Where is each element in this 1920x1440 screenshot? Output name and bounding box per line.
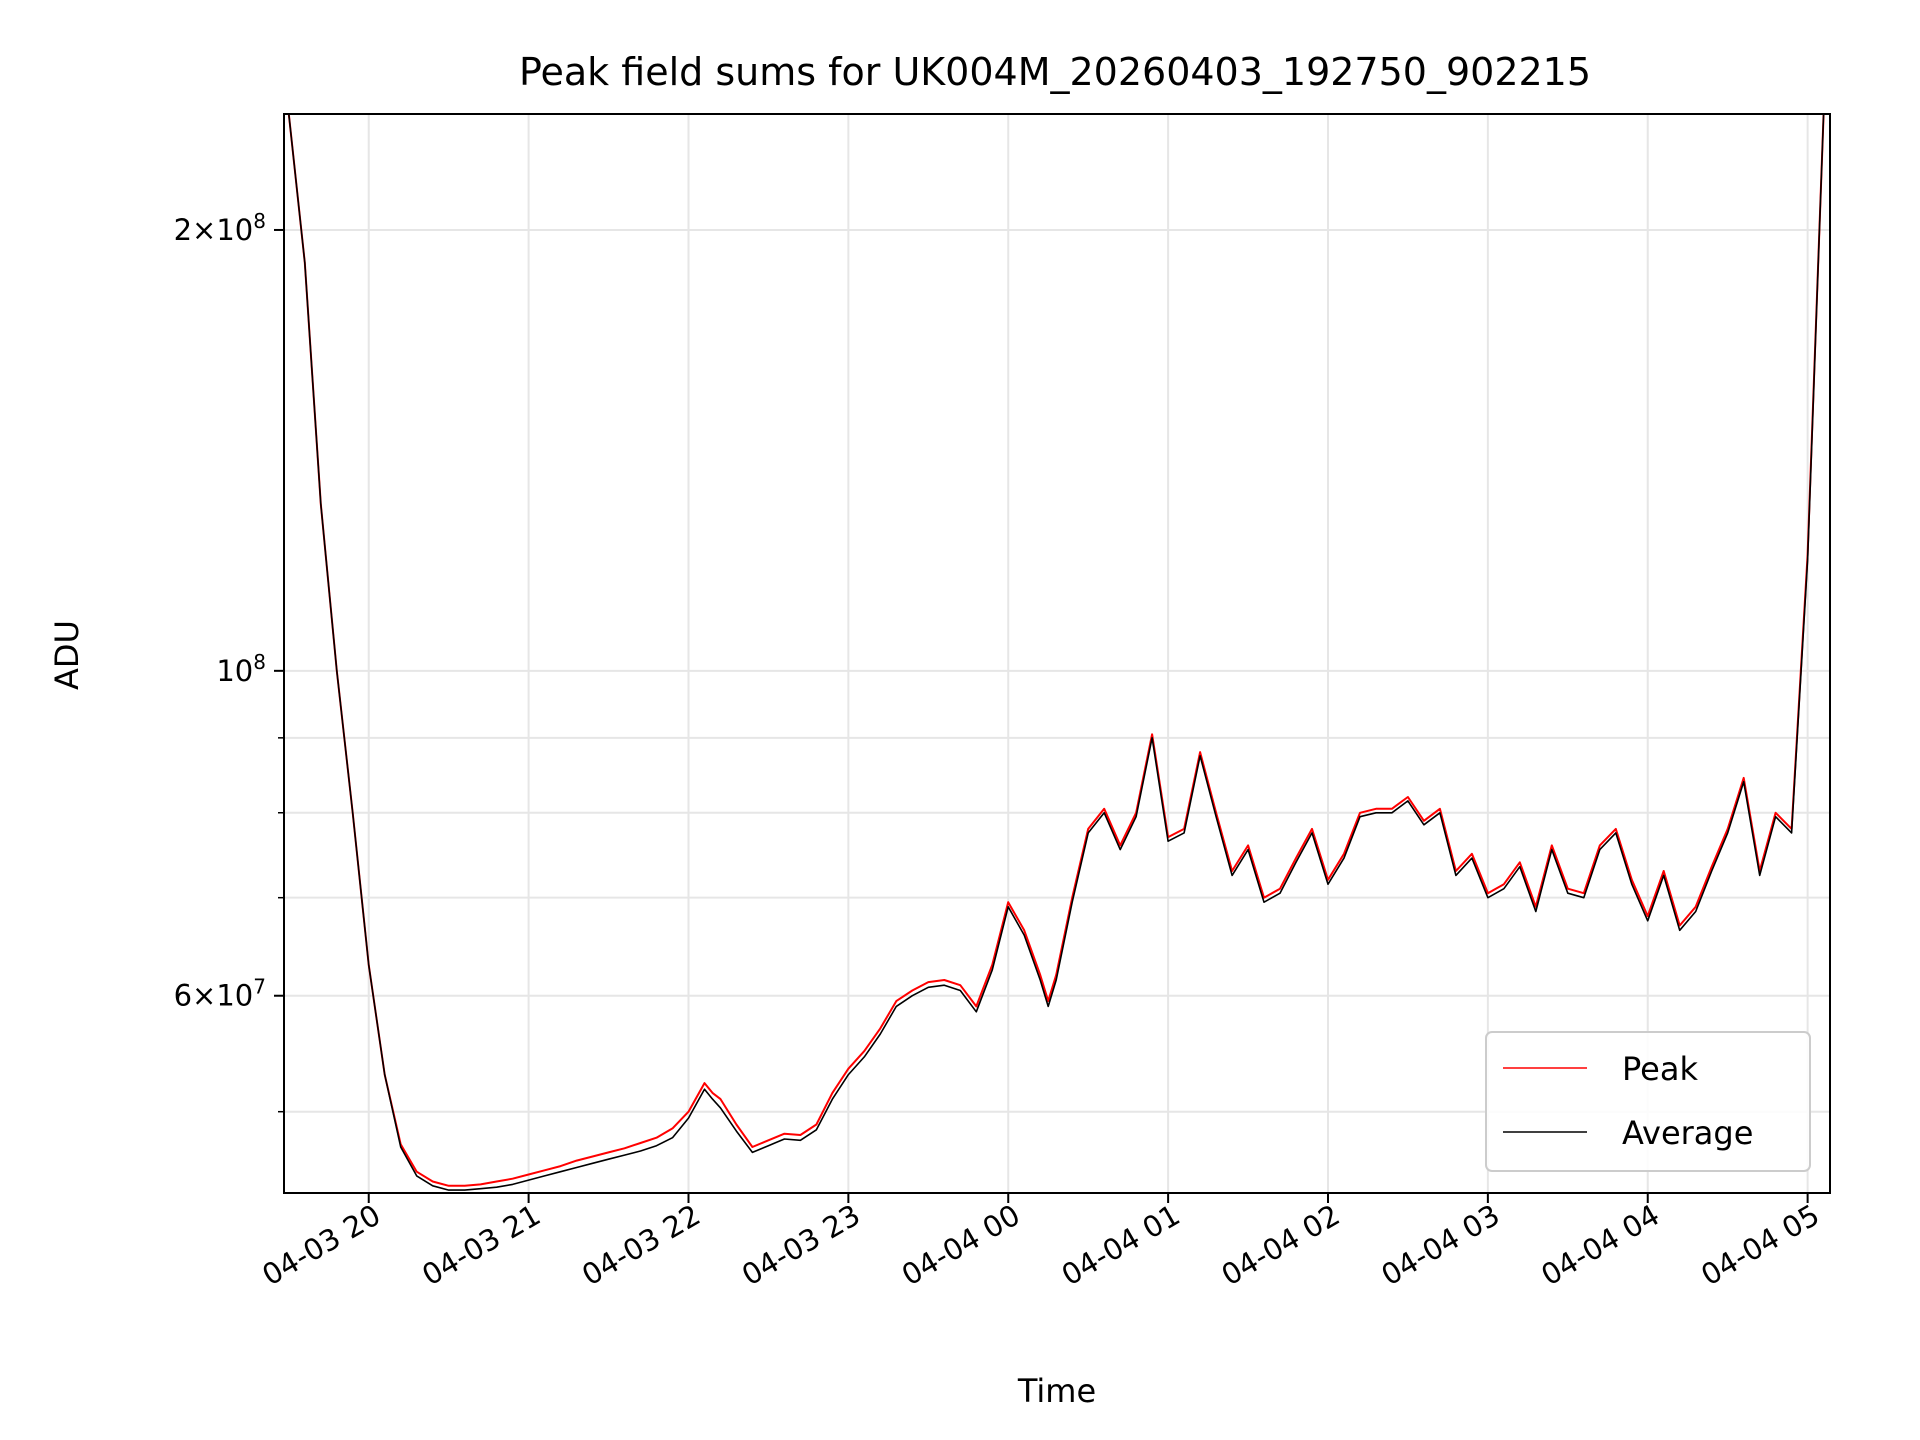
- legend: Peak Average: [1485, 1031, 1811, 1172]
- chart-title: Peak field sums for UK004M_20260403_1927…: [519, 50, 1591, 94]
- legend-box: [1485, 1031, 1811, 1172]
- legend-peak-label: Peak: [1622, 1050, 1698, 1088]
- grid: [284, 114, 1830, 1193]
- series-line-average: [288, 114, 1825, 1191]
- y-tick-label: 6×107: [174, 975, 266, 1013]
- y-axis-label: ADU: [48, 620, 86, 690]
- y-tick-label: 108: [216, 650, 266, 688]
- y-tick-label: 2×108: [174, 209, 266, 247]
- series-layer: [287, 114, 1825, 1191]
- plot-frame: [283, 113, 1831, 1194]
- legend-average-label: Average: [1622, 1114, 1753, 1152]
- x-axis-label: Time: [1017, 1372, 1096, 1410]
- series-line-peak: [287, 114, 1825, 1187]
